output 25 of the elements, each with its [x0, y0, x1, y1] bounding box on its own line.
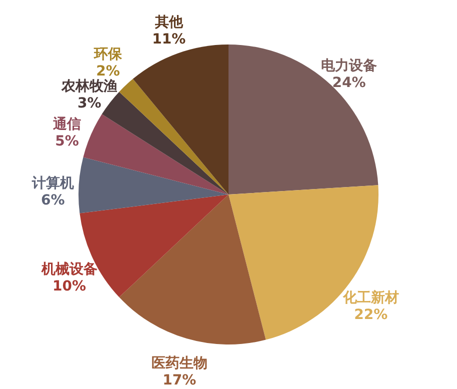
data-label: 24% [332, 75, 366, 92]
slice-label: 计算机 [30, 175, 74, 192]
pie-slice [132, 44, 228, 194]
data-label: 10% [52, 278, 86, 294]
pie-slice [102, 92, 228, 194]
data-label: 3% [78, 96, 102, 112]
data-label: 22% [354, 306, 388, 323]
slice-label: 其他 [154, 14, 184, 31]
data-label: 5% [55, 134, 79, 150]
slice-label: 电力设备 [320, 58, 377, 74]
slice-label: 通信 [52, 116, 81, 133]
data-label: 6% [40, 192, 65, 208]
data-label: 2% [96, 64, 120, 80]
pie-slice [228, 44, 378, 194]
slice-label: 化工新材 [342, 288, 399, 306]
slice-label: 环保 [93, 46, 124, 63]
data-label: 11% [152, 32, 186, 48]
pie-slice [78, 157, 228, 214]
slice-label: 机械设备 [40, 261, 98, 278]
slice-label: 医药生物 [151, 356, 208, 372]
pie-slice [119, 78, 228, 194]
pie-slice [119, 194, 266, 344]
data-label: 17% [162, 372, 196, 389]
slice-label: 农林牧渔 [60, 78, 118, 95]
pie-slice [83, 114, 228, 194]
